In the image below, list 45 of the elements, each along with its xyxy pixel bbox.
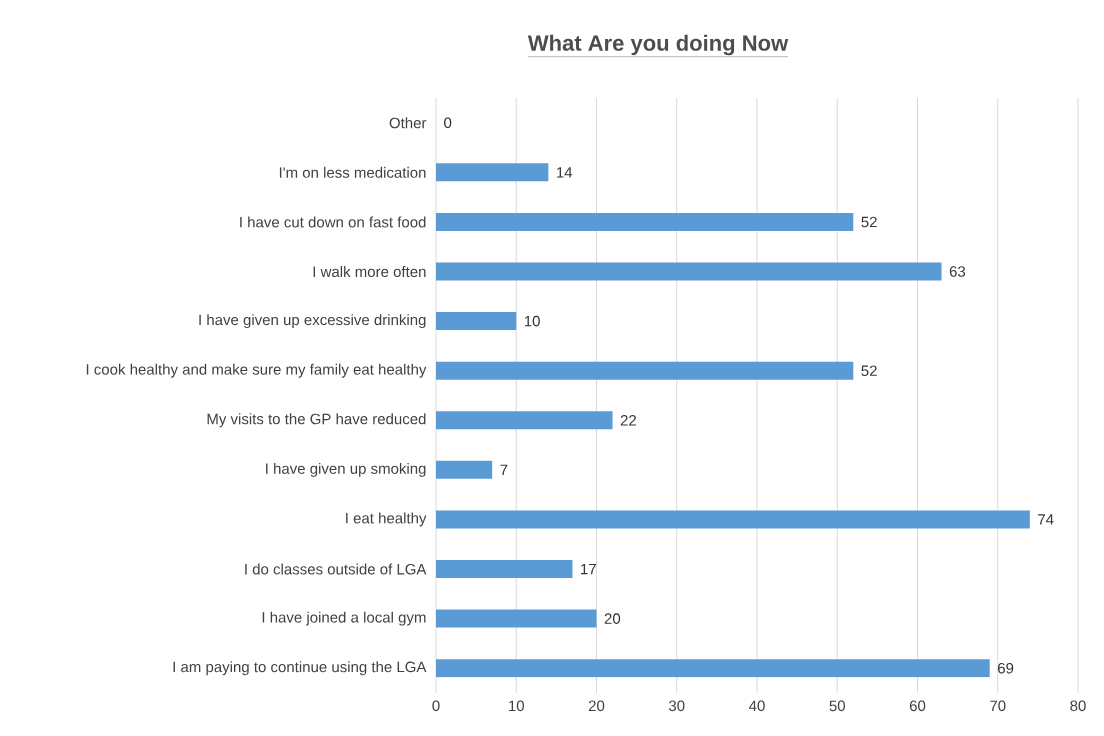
y-tick-label: I'm on less medication: [279, 166, 426, 178]
data-label: 0: [444, 117, 452, 129]
data-label: 17: [581, 563, 596, 575]
y-tick-label: My visits to the GP have reduced: [207, 413, 426, 428]
y-tick-label: I have cut down on fast food: [240, 216, 426, 228]
bar: [436, 361, 854, 380]
data-label: 10: [524, 315, 540, 327]
chart-title: What Are you doing Now: [527, 34, 789, 56]
data-label: 52: [861, 216, 877, 228]
y-tick-label: Other: [389, 117, 427, 129]
y-tick-label: I eat healthy: [346, 512, 427, 527]
bar: [436, 262, 942, 281]
y-tick-label: I am paying to continue using the LGA: [173, 661, 427, 676]
y-tick-label: I cook healthy and make sure my family eat healthy: [86, 363, 427, 378]
y-tick-label: I do classes outside of LGA: [245, 563, 427, 575]
x-tick-label: 50: [829, 700, 845, 712]
y-tick-label: I walk more often: [313, 266, 426, 278]
x-tick-label: 10: [509, 700, 524, 712]
x-tick-label: 60: [909, 700, 926, 712]
y-tick-label: I have given up smoking: [266, 462, 426, 477]
data-label: 74: [1038, 514, 1054, 525]
x-tick-label: 20: [588, 700, 605, 712]
x-tick-label: 40: [749, 700, 765, 712]
data-label: 63: [949, 266, 966, 277]
data-label: 14: [557, 167, 573, 178]
bar: [436, 659, 990, 678]
bar: [436, 460, 493, 479]
bar: [436, 560, 573, 579]
bar: [436, 212, 854, 231]
data-label: 7: [500, 464, 508, 476]
bar: [436, 510, 1030, 529]
x-tick-label: 70: [990, 700, 1006, 712]
x-tick-label: 30: [668, 700, 685, 712]
y-tick-label: I have joined a local gym: [262, 611, 426, 626]
data-label: 22: [620, 415, 637, 426]
bar: [436, 411, 613, 430]
data-label: 69: [998, 662, 1014, 674]
bar: [436, 312, 517, 331]
data-label: 20: [604, 613, 621, 624]
x-tick-label: 0: [432, 700, 440, 712]
bar: [436, 609, 597, 628]
x-tick-label: 80: [1070, 700, 1086, 712]
bar: [436, 163, 549, 182]
y-tick-label: I have given up excessive drinking: [199, 314, 426, 329]
data-label: 52: [861, 365, 877, 377]
